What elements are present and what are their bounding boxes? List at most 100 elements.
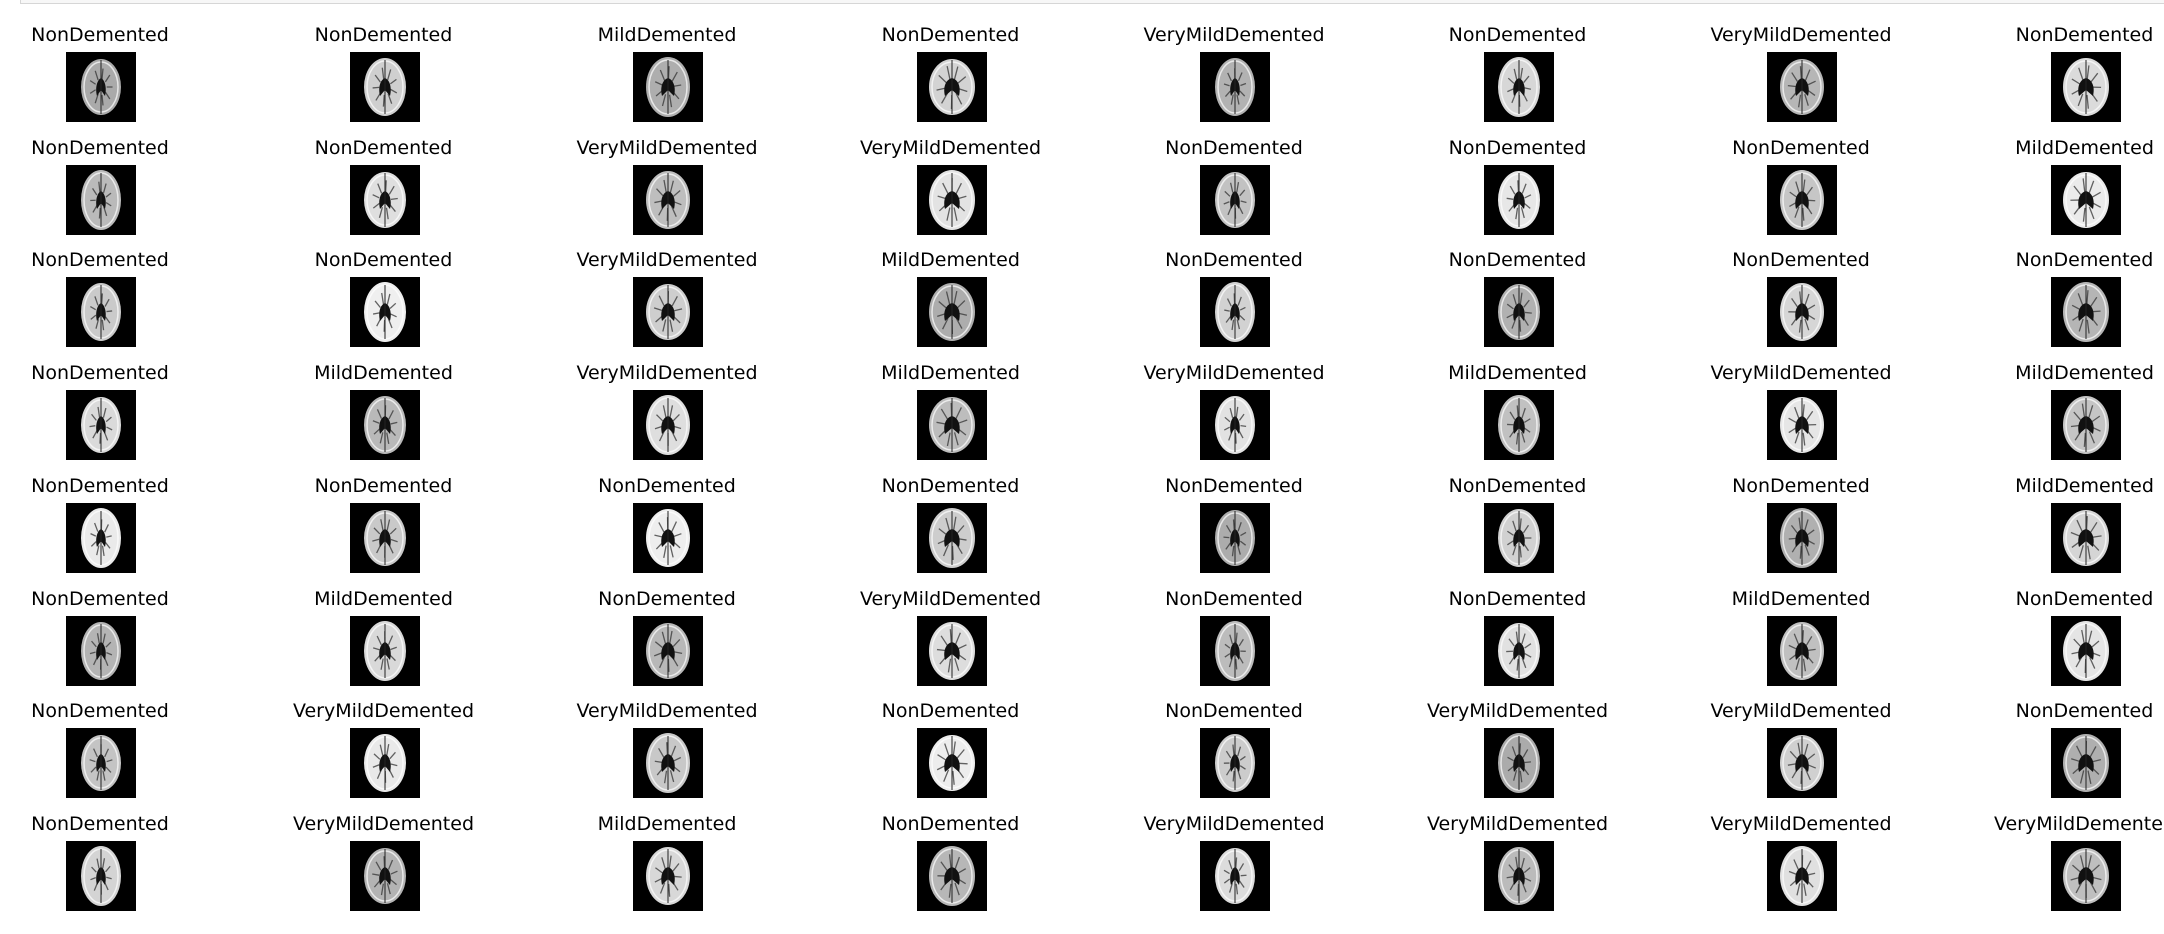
mri-brain-image	[1483, 164, 1554, 235]
image-label: NonDemented	[1165, 474, 1303, 497]
grid-cell: VeryMildDemented	[284, 680, 544, 799]
grid-cell: MildDemented	[567, 793, 827, 911]
image-label: VeryMildDemented	[1710, 362, 1892, 385]
image-label: MildDemented	[314, 587, 453, 610]
grid-cell: NonDemented	[1134, 117, 1394, 235]
mri-brain-image	[1767, 615, 1837, 686]
grid-cell: VeryMildDemented	[1418, 680, 1678, 799]
grid-cell: NonDemented	[0, 568, 260, 686]
grid-cell: NonDemented	[0, 117, 260, 235]
image-label: NonDemented	[1448, 24, 1587, 46]
mri-brain-image	[1200, 502, 1270, 573]
mri-brain-image	[1767, 840, 1837, 911]
grid-cell: VeryMildDemented	[1701, 680, 1961, 799]
grid-cell: NonDemented	[1418, 455, 1678, 573]
image-label: VeryMildDemented	[1710, 812, 1892, 835]
image-label: MildDemented	[1448, 362, 1587, 385]
mri-brain-image	[349, 615, 420, 686]
image-label: NonDemented	[1165, 136, 1303, 159]
image-label: VeryMildDemented	[859, 136, 1042, 159]
mri-brain-image	[633, 840, 703, 911]
grid-cell: NonDemented	[851, 793, 1111, 911]
mri-brain-image	[2050, 840, 2121, 911]
mri-brain-image	[1767, 390, 1837, 461]
mri-brain-image	[1483, 52, 1554, 122]
grid-cell: VeryMildDemented	[1418, 793, 1678, 911]
image-label: NonDemented	[314, 136, 453, 159]
image-label: NonDemented	[2015, 24, 2154, 46]
grid-cell: MildDemented	[567, 4, 827, 122]
image-label: MildDemented	[597, 24, 737, 46]
mri-brain-image	[66, 164, 136, 235]
image-label: NonDemented	[1732, 136, 1870, 159]
mri-brain-image	[1767, 728, 1837, 799]
grid-cell: NonDemented	[1418, 117, 1678, 235]
mri-brain-image	[1483, 615, 1554, 686]
grid-cell: NonDemented	[851, 455, 1111, 573]
grid-cell: NonDemented	[1985, 568, 2164, 686]
image-label: NonDemented	[2015, 700, 2154, 723]
grid-cell: NonDemented	[1134, 455, 1394, 573]
mri-brain-image	[1200, 390, 1270, 461]
mri-brain-image	[349, 52, 420, 122]
image-label: NonDemented	[31, 362, 169, 385]
mri-brain-image	[66, 502, 136, 573]
mri-brain-image	[1200, 164, 1270, 235]
grid-cell: NonDemented	[1701, 117, 1961, 235]
grid-cell: NonDemented	[851, 680, 1111, 799]
grid-cell: VeryMildDemented	[567, 342, 827, 461]
image-label: NonDemented	[1165, 587, 1303, 610]
mri-brain-image	[1200, 52, 1270, 122]
mri-brain-image	[349, 277, 420, 348]
grid-cell: NonDemented	[284, 117, 544, 235]
image-label: NonDemented	[31, 587, 169, 610]
grid-cell: NonDemented	[1418, 568, 1678, 686]
image-label: VeryMildDemented	[576, 136, 758, 159]
grid-cell: VeryMildDemented	[1701, 793, 1961, 911]
grid-cell: VeryMildDemented	[1134, 342, 1394, 461]
grid-cell: VeryMildDemented	[1985, 793, 2164, 911]
image-label: VeryMildDemented	[292, 700, 475, 723]
mri-brain-image	[2050, 390, 2121, 461]
mri-brain-image	[2050, 502, 2121, 573]
mri-brain-image	[633, 52, 703, 122]
grid-cell: NonDemented	[1701, 229, 1961, 348]
image-label: VeryMildDemented	[859, 587, 1042, 610]
grid-cell: VeryMildDemented	[851, 117, 1111, 235]
image-label: NonDemented	[31, 700, 169, 723]
image-label: NonDemented	[598, 587, 736, 610]
image-label: NonDemented	[598, 474, 736, 497]
mri-brain-image	[633, 615, 703, 686]
mri-brain-image	[1200, 277, 1270, 348]
grid-cell: MildDemented	[1985, 342, 2164, 461]
mri-brain-image	[66, 52, 136, 122]
grid-cell: MildDemented	[1985, 117, 2164, 235]
grid-cell: NonDemented	[0, 455, 260, 573]
image-label: VeryMildDemented	[1710, 24, 1892, 46]
image-label: VeryMildDemented	[1143, 24, 1325, 46]
grid-cell: NonDemented	[0, 342, 260, 461]
grid-cell: MildDemented	[851, 342, 1111, 461]
mri-brain-image	[1483, 390, 1554, 461]
mri-brain-image	[66, 390, 136, 461]
grid-cell: MildDemented	[1701, 568, 1961, 686]
grid-cell: NonDemented	[1418, 229, 1678, 348]
output-cell-top-border	[20, 0, 2164, 4]
image-label: MildDemented	[2015, 474, 2154, 497]
image-label: VeryMildDemented	[1426, 700, 1609, 723]
mri-brain-image	[66, 728, 136, 799]
image-label: NonDemented	[314, 249, 453, 272]
mri-brain-image	[1767, 277, 1837, 348]
grid-cell: NonDemented	[1985, 229, 2164, 348]
grid-cell: MildDemented	[1418, 342, 1678, 461]
grid-cell: NonDemented	[567, 455, 827, 573]
grid-cell: NonDemented	[1418, 4, 1678, 122]
image-label: VeryMildDemented	[1143, 362, 1325, 385]
mri-brain-image	[66, 615, 136, 686]
grid-cell: NonDemented	[851, 4, 1111, 122]
mri-brain-image	[1483, 728, 1554, 799]
grid-cell: NonDemented	[1985, 4, 2164, 122]
grid-cell: VeryMildDemented	[1134, 4, 1394, 122]
mri-brain-image	[66, 840, 136, 911]
